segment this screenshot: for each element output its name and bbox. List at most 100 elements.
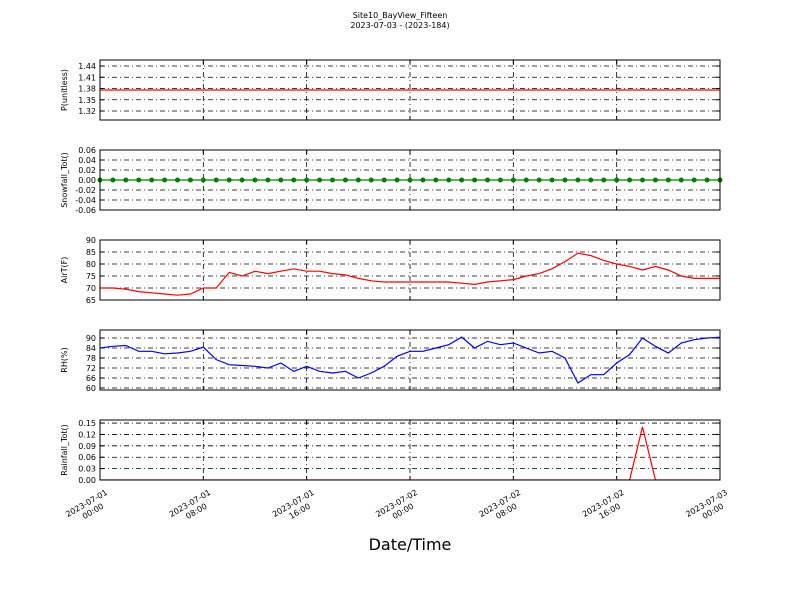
- data-point: [614, 177, 620, 183]
- y-tick-label: 0.03: [78, 465, 96, 474]
- data-line: [100, 252, 720, 296]
- data-point: [226, 177, 232, 183]
- plot-frame: [99, 419, 721, 481]
- y-tick-label: 0.02: [78, 166, 96, 175]
- data-point: [162, 177, 168, 183]
- y-tick-label: 90: [86, 334, 96, 343]
- y-axis-label: AirT(F): [60, 257, 69, 284]
- chart-subtitle: 2023-07-03 - (2023-184): [350, 21, 449, 30]
- data-point: [459, 177, 465, 183]
- data-point: [691, 177, 697, 183]
- data-point: [472, 177, 478, 183]
- x-axis-label: Date/Time: [369, 535, 452, 554]
- data-point: [187, 177, 193, 183]
- plot-frame: [99, 329, 721, 391]
- data-point: [588, 177, 594, 183]
- data-point: [510, 177, 516, 183]
- y-tick-label: 1.41: [78, 73, 96, 82]
- data-point: [562, 177, 568, 183]
- data-point: [446, 177, 452, 183]
- x-tick-label: 2023-07-0108:00: [168, 488, 218, 528]
- data-point: [536, 177, 542, 183]
- y-tick-label: 70: [86, 284, 96, 293]
- data-point: [394, 177, 400, 183]
- data-point: [213, 177, 219, 183]
- data-point: [330, 177, 335, 183]
- y-tick-label: 66: [86, 374, 96, 383]
- y-tick-label: 80: [86, 260, 96, 269]
- y-tick-label: 0.00: [78, 476, 96, 485]
- plot-frame: [99, 239, 721, 301]
- data-line: [100, 336, 720, 384]
- data-point: [239, 177, 245, 183]
- chart-title: Site10_BayView_Fifteen: [353, 11, 448, 20]
- data-point: [136, 177, 142, 183]
- data-point: [278, 177, 284, 183]
- data-point: [640, 177, 645, 183]
- data-point: [110, 177, 116, 183]
- data-point: [291, 177, 297, 183]
- y-tick-label: 90: [86, 236, 96, 245]
- y-tick-label: 65: [86, 296, 96, 305]
- y-axis-label: P(unitless): [60, 69, 69, 111]
- plot-frame: [99, 59, 721, 121]
- data-point: [665, 177, 671, 183]
- data-point: [317, 177, 323, 183]
- data-point: [523, 177, 529, 183]
- y-tick-label: 1.38: [78, 85, 96, 94]
- y-tick-label: 1.44: [78, 62, 96, 71]
- x-tick-label: 2023-07-0200:00: [374, 488, 424, 528]
- y-tick-label: 0.12: [78, 430, 96, 439]
- y-tick-label: 84: [86, 344, 96, 353]
- data-point: [252, 177, 258, 183]
- y-tick-label: 1.32: [78, 107, 96, 116]
- data-point: [652, 177, 658, 183]
- data-point: [704, 177, 710, 183]
- x-tick-label: 2023-07-0116:00: [271, 488, 321, 528]
- y-tick-label: -0.06: [75, 206, 96, 215]
- y-tick-label: -0.02: [75, 186, 96, 195]
- data-point: [368, 177, 374, 183]
- y-tick-label: 85: [86, 248, 96, 257]
- y-tick-label: -0.04: [75, 196, 96, 205]
- x-tick-label: 2023-07-0216:00: [581, 488, 631, 528]
- y-tick-label: 0.04: [78, 156, 96, 165]
- data-point: [407, 177, 413, 183]
- x-tick-label: 2023-07-0300:00: [684, 488, 734, 528]
- y-axis-label: Snowfall_Tot(): [60, 152, 69, 208]
- data-point: [381, 177, 387, 183]
- data-point: [304, 177, 310, 183]
- y-tick-label: 0.15: [78, 419, 96, 428]
- y-tick-label: 75: [86, 272, 96, 281]
- y-tick-label: 1.35: [78, 96, 96, 105]
- y-tick-label: 0.06: [78, 453, 96, 462]
- data-point: [433, 177, 439, 183]
- y-tick-label: 72: [86, 364, 96, 373]
- y-axis-label: Rainfall_Tot(): [60, 424, 69, 476]
- data-point: [200, 177, 206, 183]
- data-point: [575, 177, 581, 183]
- y-axis-label: RH(%): [60, 347, 69, 372]
- y-tick-label: 0.06: [78, 146, 96, 155]
- y-tick-label: 0.09: [78, 442, 96, 451]
- data-point: [149, 177, 155, 183]
- x-tick-label: 2023-07-0208:00: [478, 488, 528, 528]
- data-point: [549, 177, 555, 183]
- data-point: [265, 177, 271, 183]
- y-tick-label: 60: [86, 384, 96, 393]
- data-point: [601, 177, 607, 183]
- y-tick-label: 78: [86, 354, 96, 363]
- x-tick-label: 2023-07-0100:00: [64, 488, 114, 528]
- data-point: [678, 177, 684, 183]
- data-point: [123, 177, 129, 183]
- data-point: [175, 177, 180, 183]
- data-point: [485, 177, 490, 183]
- data-point: [420, 177, 426, 183]
- data-point: [497, 177, 503, 183]
- data-point: [627, 177, 633, 183]
- y-tick-label: 0.00: [78, 176, 96, 185]
- data-point: [342, 177, 348, 183]
- data-point: [355, 177, 361, 183]
- plot-frame: [99, 149, 721, 211]
